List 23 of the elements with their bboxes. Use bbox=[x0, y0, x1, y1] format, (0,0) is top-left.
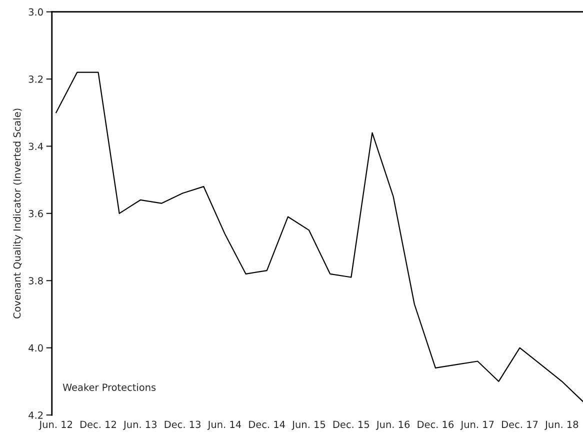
line-series bbox=[56, 72, 583, 402]
y-axis-title: Covenant Quality Indicator (Inverted Scale) bbox=[13, 108, 23, 318]
x-tick-label: Jun. 15 bbox=[292, 420, 326, 430]
y-tick-label: 3.0 bbox=[28, 8, 43, 16]
x-tick-label: Dec. 13 bbox=[164, 420, 200, 428]
y-tick-label: 3.8 bbox=[28, 277, 43, 284]
x-tick-label: Jun. 17 bbox=[460, 420, 494, 430]
x-tick-label: Dec. 16 bbox=[418, 420, 454, 428]
annotation: Weaker Protections bbox=[62, 383, 156, 391]
x-tick-label: Dec. 14 bbox=[249, 420, 285, 428]
x-tick-label: Dec. 17 bbox=[502, 420, 538, 428]
y-tick-label: 4.2 bbox=[28, 411, 43, 419]
x-tick-label: Dec. 12 bbox=[80, 420, 116, 428]
x-tick-label: Jun. 12 bbox=[38, 420, 72, 430]
x-tick-label: Dec. 15 bbox=[333, 420, 369, 428]
x-tick-label: Jun. 13 bbox=[123, 420, 156, 430]
x-tick-label: Jun. 14 bbox=[207, 420, 242, 430]
y-tick-label: 3.4 bbox=[28, 142, 44, 150]
x-tick-label: Jun. 18 bbox=[544, 420, 578, 430]
y-tick-label: 4.0 bbox=[28, 344, 43, 352]
x-tick-label: Jun. 16 bbox=[376, 420, 410, 430]
y-tick-label: 3.6 bbox=[28, 210, 43, 218]
y-tick-label: 3.2 bbox=[28, 76, 43, 83]
